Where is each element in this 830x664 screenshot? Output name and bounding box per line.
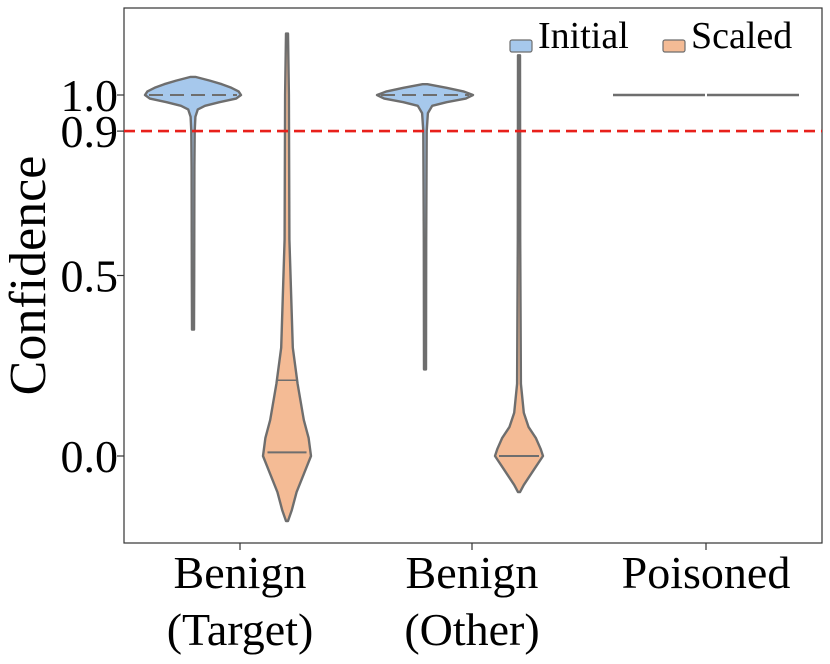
violin-scaled	[261, 32, 313, 523]
violins-layer	[143, 32, 799, 523]
violin-initial	[143, 75, 243, 331]
legend-swatch-scaled	[662, 39, 686, 53]
x-tick-label: Benign	[174, 547, 307, 598]
y-axis-label: Confidence	[0, 156, 57, 396]
x-tick-label-line2: (Other)	[404, 604, 539, 655]
y-tick-label: 1.0	[61, 70, 119, 121]
x-tick-label-line2: (Target)	[167, 604, 314, 655]
y-axis: 0.0 0.5 0.91.0	[61, 70, 124, 482]
legend-label-scaled: Scaled	[691, 15, 792, 57]
y-tick-label: 0.5	[61, 251, 119, 302]
x-tick-label: Poisoned	[622, 547, 791, 598]
y-tick-label: 0.0	[61, 431, 119, 482]
legend-swatch-initial	[509, 39, 533, 53]
violin-scaled	[493, 54, 545, 494]
legend-label-initial: Initial	[538, 15, 629, 57]
y-tick-label: 0.9	[61, 106, 119, 157]
legend: Initial Scaled	[509, 15, 792, 57]
x-tick-label: Benign	[406, 547, 539, 598]
violin-initial	[375, 82, 475, 371]
x-axis: Benign (Target) Benign (Other) Poisoned	[167, 543, 791, 655]
